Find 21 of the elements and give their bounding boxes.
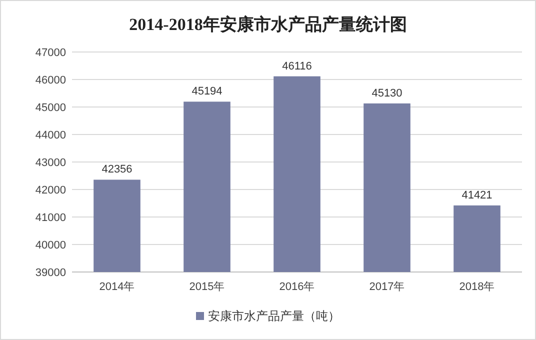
chart-title: 2014-2018年安康市水产品产量统计图 xyxy=(129,15,407,34)
y-tick-label: 39000 xyxy=(35,267,66,279)
y-tick-label: 47000 xyxy=(35,47,66,59)
y-tick-label: 41000 xyxy=(35,212,66,224)
legend-label: 安康市水产品产量（吨） xyxy=(208,309,340,323)
y-tick-label: 40000 xyxy=(35,240,66,252)
x-tick-label: 2016年 xyxy=(279,281,315,293)
x-tick-label: 2018年 xyxy=(459,281,495,293)
data-label: 45194 xyxy=(192,86,222,98)
data-label: 41421 xyxy=(462,189,492,202)
data-label: 42356 xyxy=(102,164,132,176)
x-tick-label: 2017年 xyxy=(369,281,405,293)
y-tick-label: 42000 xyxy=(35,184,66,196)
data-label: 46116 xyxy=(282,60,312,72)
data-label: 45130 xyxy=(372,87,402,100)
x-tick-label: 2015年 xyxy=(189,281,225,293)
x-tick-label: 2014年 xyxy=(99,281,135,293)
y-tick-label: 45000 xyxy=(35,102,66,114)
y-tick-label: 43000 xyxy=(35,157,66,169)
y-tick-label: 44000 xyxy=(35,130,66,142)
y-tick-label: 46000 xyxy=(35,74,66,86)
